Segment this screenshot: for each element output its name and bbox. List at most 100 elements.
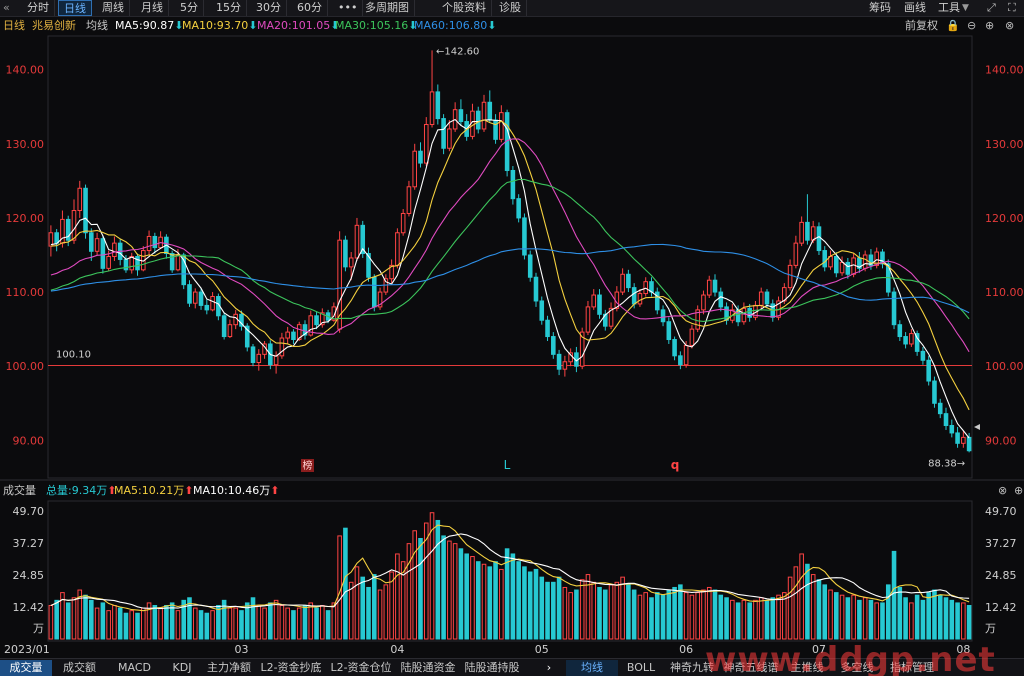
candle-down bbox=[816, 226, 822, 252]
indicator-tab-3[interactable]: KDJ bbox=[172, 661, 192, 674]
volume-tick-left: 12.42 bbox=[13, 601, 45, 614]
indicator-tab-7[interactable]: 陆股通资金 bbox=[400, 661, 456, 674]
fullscreen-icon[interactable]: ⛶ bbox=[1008, 1, 1016, 14]
volume-bar-up bbox=[562, 586, 568, 640]
volume-bar-down bbox=[626, 584, 631, 640]
tab-period-2[interactable]: 周线 bbox=[97, 0, 130, 16]
stock-name[interactable]: 兆易创新 bbox=[32, 19, 76, 32]
candle-up bbox=[412, 150, 418, 188]
indicator-tab-4[interactable]: 主力净额 bbox=[207, 661, 251, 674]
candle-down bbox=[221, 315, 227, 338]
tab-period-6[interactable]: 30分 bbox=[251, 0, 287, 16]
overlay-tab-6[interactable]: 指标管理 bbox=[890, 661, 934, 674]
tab-period-10[interactable]: 个股资料 bbox=[437, 0, 492, 16]
tab-period-4[interactable]: 5分 bbox=[175, 0, 204, 16]
close-circle-icon[interactable]: ⊗ bbox=[998, 484, 1008, 497]
event-marker-2[interactable]: L bbox=[504, 458, 511, 472]
period-label: 日线 bbox=[3, 19, 25, 32]
volume-bar-down bbox=[574, 589, 579, 640]
overlay-tab-0[interactable]: 均线 bbox=[566, 660, 618, 676]
volume-bar-up bbox=[862, 597, 868, 640]
volume-bar-down bbox=[533, 568, 539, 640]
event-marker-1[interactable]: 榜 bbox=[303, 459, 313, 472]
tab-period-7[interactable]: 60分 bbox=[292, 0, 328, 16]
volume-bar-up bbox=[447, 540, 452, 640]
volume-bar-down bbox=[504, 548, 510, 640]
indicator-tab-0[interactable]: 成交量 bbox=[0, 660, 52, 676]
event-marker-box[interactable] bbox=[301, 459, 314, 472]
candle-up bbox=[423, 124, 429, 164]
indicator-tab-6[interactable]: L2-资金仓位 bbox=[330, 661, 392, 674]
volume-bar-down bbox=[857, 599, 862, 640]
candle-up bbox=[799, 221, 804, 244]
candle-down bbox=[100, 238, 106, 269]
tab-period-1[interactable]: 日线 bbox=[58, 0, 92, 16]
ma-label[interactable]: 均线 bbox=[86, 19, 108, 32]
candle-down bbox=[418, 150, 423, 164]
date-tick: 03 bbox=[234, 643, 248, 656]
tab-period-0[interactable]: 分时 bbox=[22, 0, 55, 16]
draw-line-button[interactable]: 画线 bbox=[904, 1, 926, 14]
volume-bar-up bbox=[799, 553, 804, 640]
double-chevron-left-icon[interactable]: « bbox=[3, 1, 10, 14]
chip-button[interactable]: 筹码 bbox=[869, 1, 891, 14]
volume-bar-down bbox=[516, 561, 521, 640]
ma30-line bbox=[50, 178, 970, 322]
indicator-tab-5[interactable]: L2-资金抄底 bbox=[260, 661, 322, 674]
indicator-tab-1[interactable]: 成交额 bbox=[63, 661, 96, 674]
volume-bar-down bbox=[522, 566, 527, 640]
candle-up bbox=[71, 210, 77, 241]
overlay-tab-4[interactable]: 主推线 bbox=[790, 661, 824, 674]
tab-period-11[interactable]: 诊股 bbox=[494, 0, 527, 16]
volume-chart[interactable]: 49.70 49.70 37.27 37.27 24.85 24.85 12.42 12.42… bbox=[0, 499, 1024, 657]
adjust-select[interactable]: 前复权 bbox=[905, 19, 938, 32]
volume-bar-up bbox=[400, 561, 406, 640]
indicator-tab-2[interactable]: MACD bbox=[118, 661, 151, 674]
volume-bar-up bbox=[383, 584, 389, 640]
candle-down bbox=[187, 284, 192, 304]
volume-bar-up bbox=[637, 594, 643, 640]
tab-period-5[interactable]: 15分 bbox=[211, 0, 247, 16]
lock-icon[interactable]: 🔒 bbox=[946, 19, 960, 32]
volume-bar-down bbox=[343, 527, 348, 640]
candle-down bbox=[135, 255, 140, 271]
overlay-tab-1[interactable]: BOLL bbox=[626, 661, 656, 674]
volume-tick-right: 万 bbox=[985, 622, 996, 635]
volume-bar-up bbox=[695, 592, 700, 640]
overlay-tab-5[interactable]: 多空线 bbox=[840, 661, 874, 674]
expand-icon[interactable]: ⤢ bbox=[987, 1, 996, 14]
tab-period-9[interactable]: 多周期图 bbox=[360, 0, 415, 16]
chevron-right-icon[interactable]: › bbox=[546, 661, 552, 674]
close-circle-icon[interactable]: ⊗ bbox=[1005, 19, 1015, 32]
minus-circle-icon[interactable]: ⊖ bbox=[967, 19, 977, 32]
candle-up bbox=[210, 296, 215, 311]
candle-up bbox=[741, 307, 747, 323]
candle-down bbox=[937, 402, 943, 415]
plus-circle-icon[interactable]: ⊕ bbox=[985, 19, 995, 32]
candlestick-chart[interactable]: 140.00 140.00 130.00 130.00 120.00 120.00 110.… bbox=[0, 0, 1024, 482]
volume-bar-down bbox=[937, 594, 943, 640]
candle-down bbox=[435, 91, 441, 120]
ma60-line bbox=[50, 243, 970, 314]
tab-period-3[interactable]: 月线 bbox=[136, 0, 169, 16]
candle-down bbox=[666, 321, 672, 341]
candle-down bbox=[678, 355, 683, 366]
volume-bar-down bbox=[816, 579, 822, 640]
overlay-tab-2[interactable]: 神奇九转 bbox=[670, 661, 714, 674]
volume-bar-down bbox=[123, 612, 129, 640]
overlay-tab-3[interactable]: 神奇五线谱 bbox=[723, 661, 779, 674]
candle-up bbox=[585, 306, 591, 333]
candle-up bbox=[706, 279, 712, 296]
candle-down bbox=[493, 119, 498, 140]
plus-circle-icon[interactable]: ⊕ bbox=[1014, 484, 1024, 497]
tab-period-8[interactable]: ••• bbox=[333, 0, 364, 16]
candle-down bbox=[475, 110, 481, 130]
event-marker-3[interactable]: q bbox=[671, 458, 680, 472]
candle-up bbox=[129, 255, 135, 271]
candle-down bbox=[54, 232, 59, 244]
tools-button[interactable]: 工具 bbox=[938, 1, 960, 14]
indicator-tab-8[interactable]: 陆股通持股 bbox=[464, 661, 520, 674]
candle-up bbox=[395, 232, 400, 266]
candle-up bbox=[562, 361, 568, 370]
chevron-down-icon[interactable]: ▼ bbox=[962, 3, 969, 13]
